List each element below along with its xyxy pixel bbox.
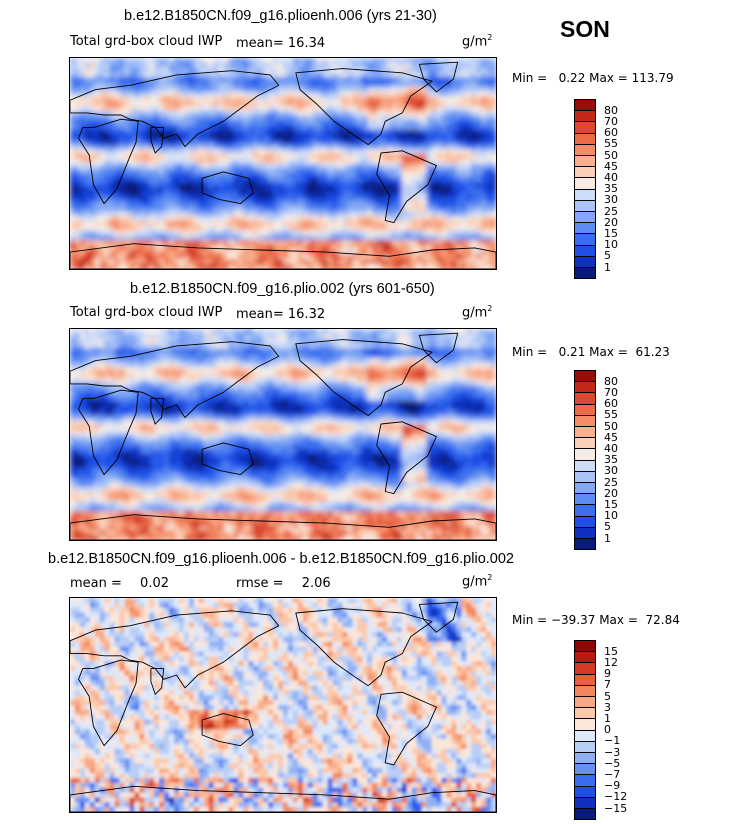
colorbar-label: 15 (604, 226, 618, 240)
panel-2-map (69, 328, 497, 541)
panel-3-mean: mean = 0.02 (70, 576, 169, 591)
colorbar-label: 45 (604, 159, 618, 173)
panel-2-minmax: Min = 0.21 Max = 61.23 (512, 345, 670, 359)
colorbar-label: −9 (604, 779, 621, 793)
panel-1-units: g/m2 (462, 33, 493, 50)
colorbar-label: 30 (604, 193, 618, 207)
colorbar-label: 50 (604, 419, 618, 433)
panel-1-minmax: Min = 0.22 Max = 113.79 (512, 71, 674, 85)
panel-3-minmax: Min = −39.37 Max = 72.84 (512, 613, 680, 627)
colorbar-label: −15 (604, 801, 628, 815)
colorbar-label: 15 (604, 644, 618, 658)
panel-1-mean-value: 16.34 (287, 36, 326, 51)
colorbar-label: 15 (604, 497, 618, 511)
colorbar-label: 30 (604, 464, 618, 478)
colorbar-label: 12 (604, 655, 618, 669)
colorbar-label: 1 (604, 711, 611, 725)
season-label: SON (560, 16, 610, 42)
panel-1-title: b.e12.B1850CN.f09_g16.plioenh.006 (yrs 2… (124, 8, 437, 24)
colorbar-label: 1 (604, 531, 611, 545)
map-field (70, 329, 496, 540)
colorbar-label: 7 (604, 678, 611, 692)
panel-2-title: b.e12.B1850CN.f09_g16.plio.002 (yrs 601-… (130, 281, 435, 297)
panel-3-rmse: rmse = 2.06 (236, 576, 331, 591)
colorbar-label: 3 (604, 700, 611, 714)
colorbar-label: 20 (604, 215, 618, 229)
map-field (70, 598, 496, 812)
colorbar-label: 25 (604, 475, 618, 489)
map-field (70, 58, 496, 269)
colorbar-label: −1 (604, 734, 621, 748)
panel-3-map (69, 597, 497, 813)
panel-1-mean: mean= 16.34 (236, 36, 325, 51)
colorbar-label: 55 (604, 137, 618, 151)
colorbar-label: −7 (604, 767, 621, 781)
colorbar-swatch (574, 808, 596, 821)
panel-3-mean-label: mean = (70, 576, 122, 591)
panel-3-units: g/m2 (462, 573, 493, 590)
panel-1-mean-label: mean= (236, 36, 284, 51)
panel-2-mean-value: 16.32 (287, 307, 326, 322)
colorbar-label: 40 (604, 441, 618, 455)
colorbar-label: 45 (604, 430, 618, 444)
colorbar-label: 0 (604, 723, 611, 737)
colorbar-label: 5 (604, 520, 611, 534)
colorbar-label: 80 (604, 374, 618, 388)
colorbar-swatch (574, 267, 596, 280)
panel-1-variable: Total grd-box cloud IWP (70, 34, 223, 49)
colorbar-label: 40 (604, 170, 618, 184)
colorbar-label: −5 (604, 756, 621, 770)
panel-3-mean-value: 0.02 (140, 576, 169, 591)
panel-3-title: b.e12.B1850CN.f09_g16.plioenh.006 - b.e1… (48, 551, 514, 567)
colorbar-label: 35 (604, 182, 618, 196)
colorbar-label: 60 (604, 397, 618, 411)
colorbar-label: −12 (604, 790, 628, 804)
colorbar-label: 1 (604, 260, 611, 274)
colorbar-label: 20 (604, 486, 618, 500)
colorbar-label: 50 (604, 148, 618, 162)
panel-2-mean-label: mean= (236, 307, 284, 322)
colorbar-swatch (574, 538, 596, 551)
colorbar-label: 35 (604, 453, 618, 467)
colorbar-label: 70 (604, 114, 618, 128)
panel-3-rmse-value: 2.06 (301, 576, 331, 591)
colorbar-label: 60 (604, 126, 618, 140)
colorbar-label: 80 (604, 103, 618, 117)
colorbar-label: 5 (604, 249, 611, 263)
panel-2-units: g/m2 (462, 304, 493, 321)
colorbar-label: −3 (604, 745, 621, 759)
colorbar-label: 25 (604, 204, 618, 218)
panel-2-mean: mean= 16.32 (236, 307, 325, 322)
colorbar-label: 5 (604, 689, 611, 703)
colorbar-label: 10 (604, 238, 618, 252)
colorbar-label: 70 (604, 385, 618, 399)
panel-1-map (69, 57, 497, 270)
panel-3-rmse-label: rmse = (236, 576, 284, 591)
colorbar-label: 55 (604, 408, 618, 422)
colorbar-label: 10 (604, 509, 618, 523)
colorbar-label: 9 (604, 667, 611, 681)
panel-2-variable: Total grd-box cloud IWP (70, 305, 223, 320)
